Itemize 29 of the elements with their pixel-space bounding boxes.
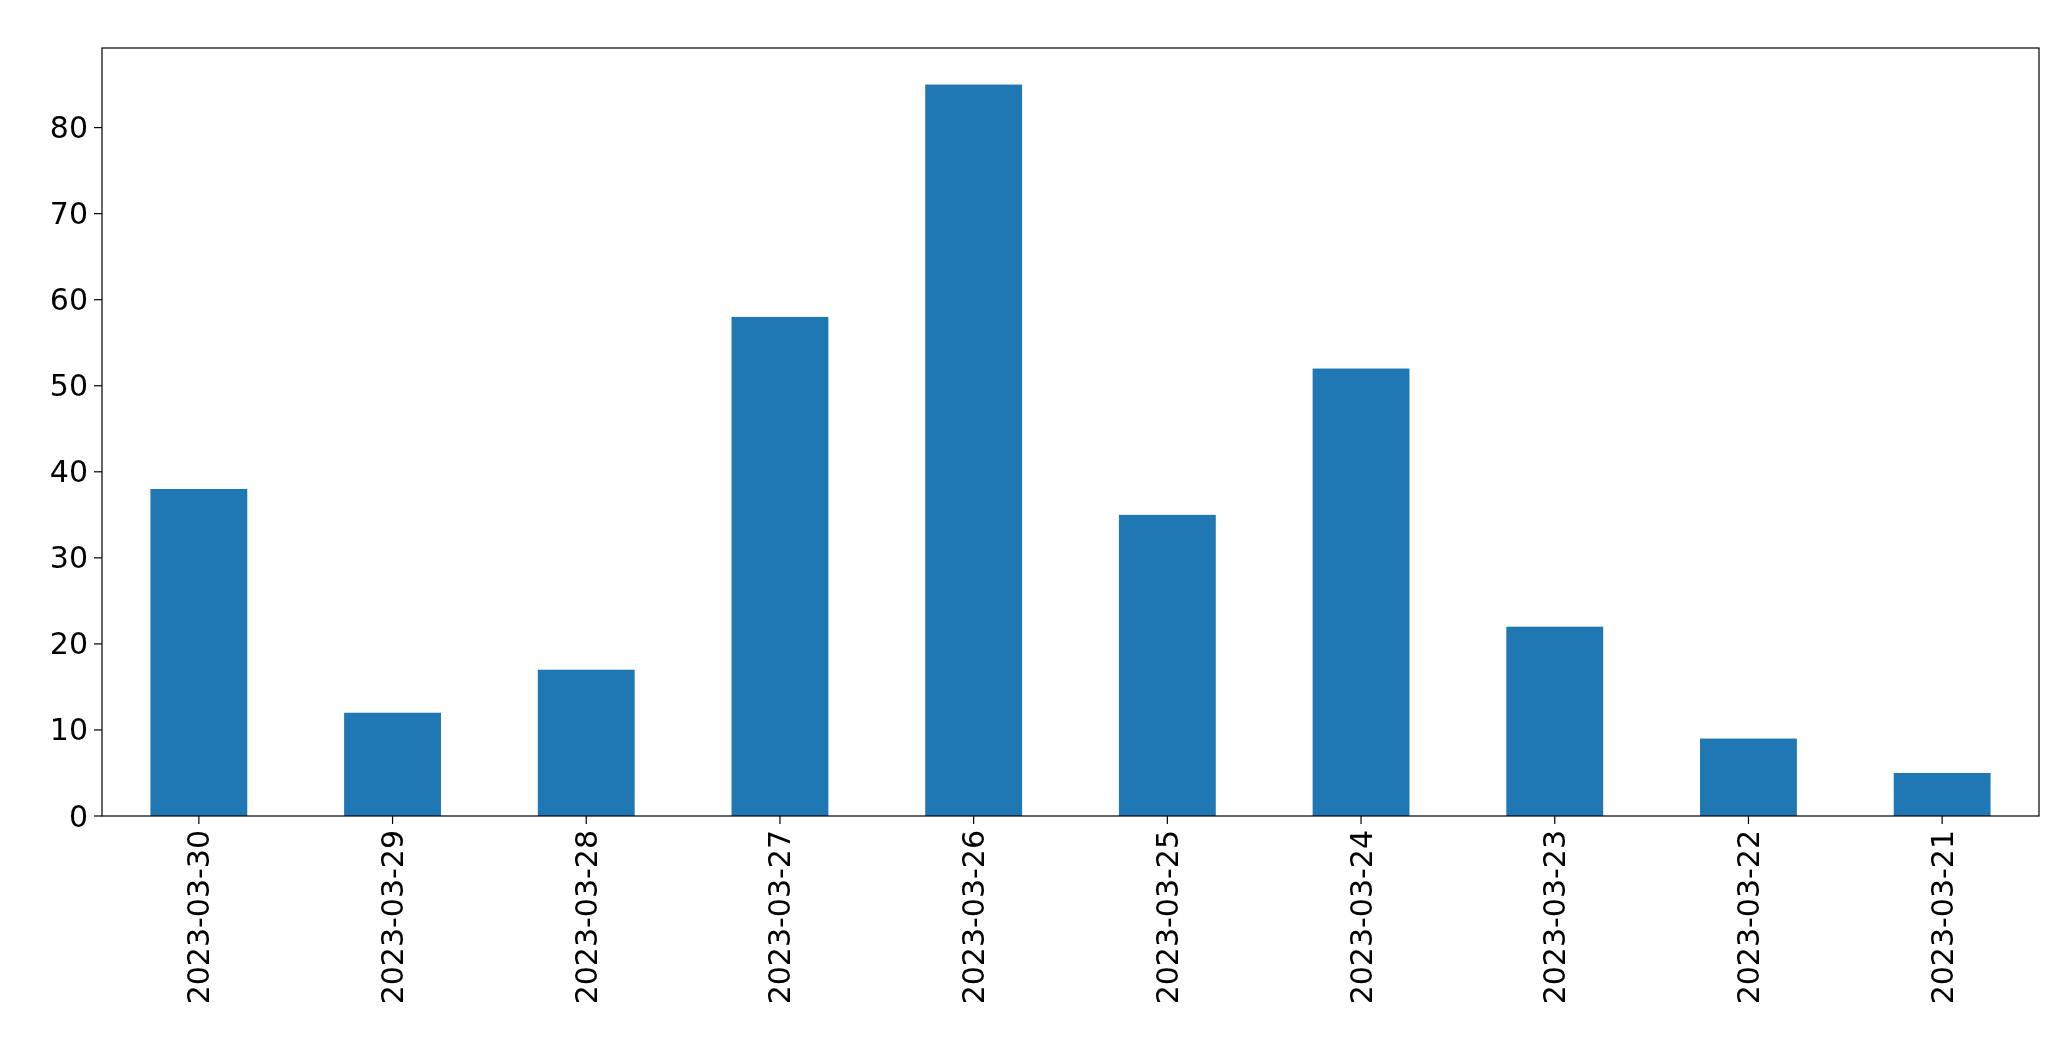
y-tick-label: 10 <box>49 712 88 748</box>
x-tick-label: 2023-03-24 <box>1343 830 1379 1005</box>
y-tick-label: 20 <box>49 626 88 662</box>
bar <box>1118 514 1216 816</box>
y-tick-label: 60 <box>49 282 88 318</box>
bar <box>925 84 1023 816</box>
y-tick-label: 70 <box>49 196 88 232</box>
x-tick-label: 2023-03-28 <box>568 830 604 1005</box>
bar <box>344 712 441 816</box>
x-tick-label: 2023-03-25 <box>1149 830 1185 1005</box>
y-tick-label: 50 <box>49 368 88 404</box>
bar <box>537 669 635 816</box>
x-tick-label: 2023-03-30 <box>181 830 217 1005</box>
y-tick-label: 30 <box>49 540 88 576</box>
x-tick-label: 2023-03-27 <box>762 830 798 1005</box>
x-tick-label: 2023-03-26 <box>956 830 992 1005</box>
bar <box>150 489 248 816</box>
y-tick-label: 40 <box>49 454 88 490</box>
x-tick-label: 2023-03-21 <box>1924 830 1960 1005</box>
x-tick-label: 2023-03-22 <box>1730 830 1766 1005</box>
bar <box>731 316 829 816</box>
y-tick-label: 80 <box>49 110 88 146</box>
bar <box>1506 626 1604 816</box>
x-tick-label: 2023-03-23 <box>1537 830 1573 1005</box>
x-tick-label: 2023-03-29 <box>375 830 411 1005</box>
bar <box>1893 772 1991 816</box>
y-tick-label: 0 <box>68 798 88 834</box>
bar <box>1700 738 1797 816</box>
bar <box>1312 368 1410 816</box>
